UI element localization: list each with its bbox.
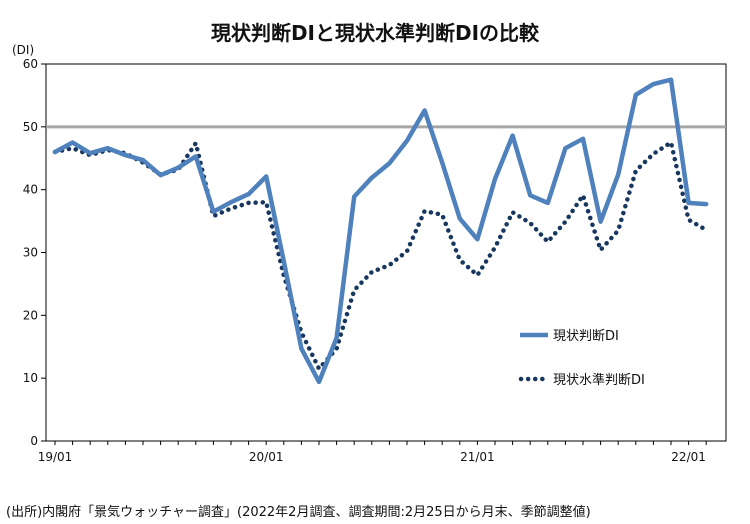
series-line-現状判断DI bbox=[52, 77, 709, 385]
y-tick-label: 30 bbox=[23, 246, 38, 260]
x-tick-label: 20/01 bbox=[249, 450, 284, 464]
source-note: (出所)内閣府「景気ウォッチャー調査」(2022年2月調査、調査期間:2月25日… bbox=[6, 505, 591, 520]
y-tick-label: 60 bbox=[23, 57, 38, 71]
y-tick-label: 40 bbox=[23, 183, 38, 197]
y-tick-label: 50 bbox=[23, 120, 38, 134]
y-axis-unit-label: (DI) bbox=[12, 43, 34, 57]
x-tick-label: 19/01 bbox=[38, 450, 73, 464]
legend-label-現状判断DI: 現状判断DI bbox=[553, 329, 619, 344]
y-tick-label: 0 bbox=[30, 434, 38, 448]
line-chart: 現状判断DIと現状水準判断DIの比較 (DI) 0 10 20 30 40 50 60 19/… bbox=[12, 21, 727, 464]
series-group bbox=[52, 77, 709, 385]
x-tick-label: 22/01 bbox=[671, 450, 706, 464]
legend: 現状判断DI 現状水準判断DI bbox=[518, 329, 645, 388]
y-tick-label: 20 bbox=[23, 308, 38, 322]
axes-group: 0 10 20 30 40 50 60 19/01 20/01 21/01 22/01 bbox=[23, 57, 727, 464]
x-tick-label: 21/01 bbox=[460, 450, 495, 464]
y-tick-label: 10 bbox=[23, 371, 38, 385]
legend-label-現状水準判断DI: 現状水準判断DI bbox=[553, 372, 645, 388]
chart-title: 現状判断DIと現状水準判断DIの比較 bbox=[211, 21, 540, 45]
